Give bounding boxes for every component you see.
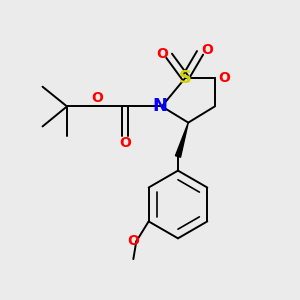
Text: O: O [119, 136, 131, 150]
Text: N: N [152, 97, 167, 115]
Text: O: O [202, 43, 213, 57]
Text: O: O [127, 234, 139, 248]
Polygon shape [176, 123, 188, 157]
Text: O: O [156, 47, 168, 61]
Text: O: O [91, 91, 103, 105]
Text: O: O [218, 71, 230, 85]
Text: S: S [179, 69, 192, 87]
